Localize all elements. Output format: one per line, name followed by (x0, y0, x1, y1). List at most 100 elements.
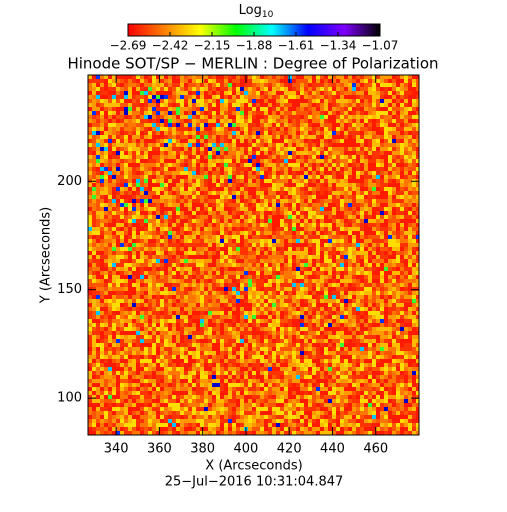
heatmap-cell (264, 203, 268, 207)
heatmap-cell (320, 171, 324, 175)
heatmap-cell (200, 147, 204, 151)
heatmap-cell (352, 151, 356, 155)
heatmap-cell (196, 139, 200, 143)
heatmap-cell (212, 251, 216, 255)
heatmap-cell (400, 143, 404, 147)
heatmap-cell (168, 267, 172, 271)
heatmap-cell (288, 99, 292, 103)
heatmap-cell (92, 163, 96, 167)
heatmap-cell (372, 183, 376, 187)
heatmap-cell (376, 299, 380, 303)
heatmap-cell (88, 191, 92, 195)
heatmap-cell (192, 211, 196, 215)
heatmap-cell (224, 99, 228, 103)
heatmap-cell (380, 171, 384, 175)
heatmap-cell (312, 275, 316, 279)
heatmap-cell (260, 203, 264, 207)
heatmap-cell (212, 227, 216, 231)
heatmap-cell (408, 247, 412, 251)
heatmap-cell (216, 239, 220, 243)
heatmap-cell (224, 131, 228, 135)
heatmap-cell (380, 287, 384, 291)
heatmap-cell (304, 183, 308, 187)
heatmap-cell (168, 111, 172, 115)
heatmap-cell (336, 75, 340, 79)
heatmap-cell (364, 91, 368, 95)
heatmap-cell (156, 263, 160, 267)
heatmap-cell (372, 307, 376, 311)
heatmap-cell (336, 283, 340, 287)
heatmap-cell (220, 307, 224, 311)
heatmap-cell (180, 183, 184, 187)
heatmap-cell (136, 243, 140, 247)
heatmap-cell (192, 283, 196, 287)
heatmap-cell (348, 83, 352, 87)
heatmap-cell (220, 143, 224, 147)
heatmap-cell (324, 183, 328, 187)
heatmap-cell (320, 191, 324, 195)
heatmap-cell (132, 223, 136, 227)
heatmap-cell (92, 115, 96, 119)
heatmap-cell (196, 163, 200, 167)
heatmap-cell (292, 303, 296, 307)
heatmap-cell (364, 179, 368, 183)
heatmap-cell (120, 127, 124, 131)
heatmap-cell (96, 183, 100, 187)
heatmap-cell (188, 95, 192, 99)
heatmap-cell (368, 255, 372, 259)
heatmap-cell (216, 279, 220, 283)
heatmap-cell (280, 311, 284, 315)
heatmap-cell (388, 127, 392, 131)
heatmap-cell (260, 83, 264, 87)
heatmap-cell (360, 143, 364, 147)
heatmap-cell (116, 271, 120, 275)
heatmap-cell (196, 75, 200, 79)
heatmap-cell (388, 143, 392, 147)
heatmap-cell (244, 259, 248, 263)
heatmap-cell (128, 119, 132, 123)
heatmap-cell (300, 215, 304, 219)
heatmap-cell (264, 271, 268, 275)
heatmap-cell (404, 103, 408, 107)
heatmap-cell (240, 119, 244, 123)
heatmap-cell (204, 247, 208, 251)
heatmap-cell (128, 287, 132, 291)
heatmap-cell (116, 139, 120, 143)
heatmap-cell (332, 259, 336, 263)
heatmap-cell (252, 179, 256, 183)
heatmap-cell (348, 255, 352, 259)
heatmap-cell (100, 235, 104, 239)
heatmap-cell (404, 183, 408, 187)
heatmap-cell (172, 275, 176, 279)
heatmap-cell (412, 119, 416, 123)
heatmap-cell (340, 99, 344, 103)
heatmap-cell (100, 171, 104, 175)
heatmap-cell (300, 151, 304, 155)
heatmap-cell (408, 215, 412, 219)
heatmap-cell (96, 79, 100, 83)
heatmap-cell (352, 103, 356, 107)
heatmap-cell (164, 307, 168, 311)
heatmap-cell (248, 255, 252, 259)
heatmap-cell (292, 87, 296, 91)
heatmap-cell (396, 175, 400, 179)
heatmap-cell (104, 107, 108, 111)
heatmap-cell (212, 235, 216, 239)
heatmap-cell (232, 167, 236, 171)
heatmap-cell (184, 251, 188, 255)
heatmap-cell (276, 307, 280, 311)
heatmap-cell (100, 175, 104, 179)
heatmap-cell (176, 219, 180, 223)
heatmap-cell (184, 91, 188, 95)
heatmap-cell (148, 135, 152, 139)
heatmap-cell (200, 91, 204, 95)
heatmap-cell (252, 259, 256, 263)
heatmap-cell (128, 267, 132, 271)
heatmap-cell (376, 155, 380, 159)
heatmap-cell (380, 159, 384, 163)
heatmap-cell (412, 207, 416, 211)
heatmap-cell (156, 231, 160, 235)
heatmap-cell (396, 251, 400, 255)
heatmap-cell (248, 155, 252, 159)
heatmap-cell (192, 171, 196, 175)
